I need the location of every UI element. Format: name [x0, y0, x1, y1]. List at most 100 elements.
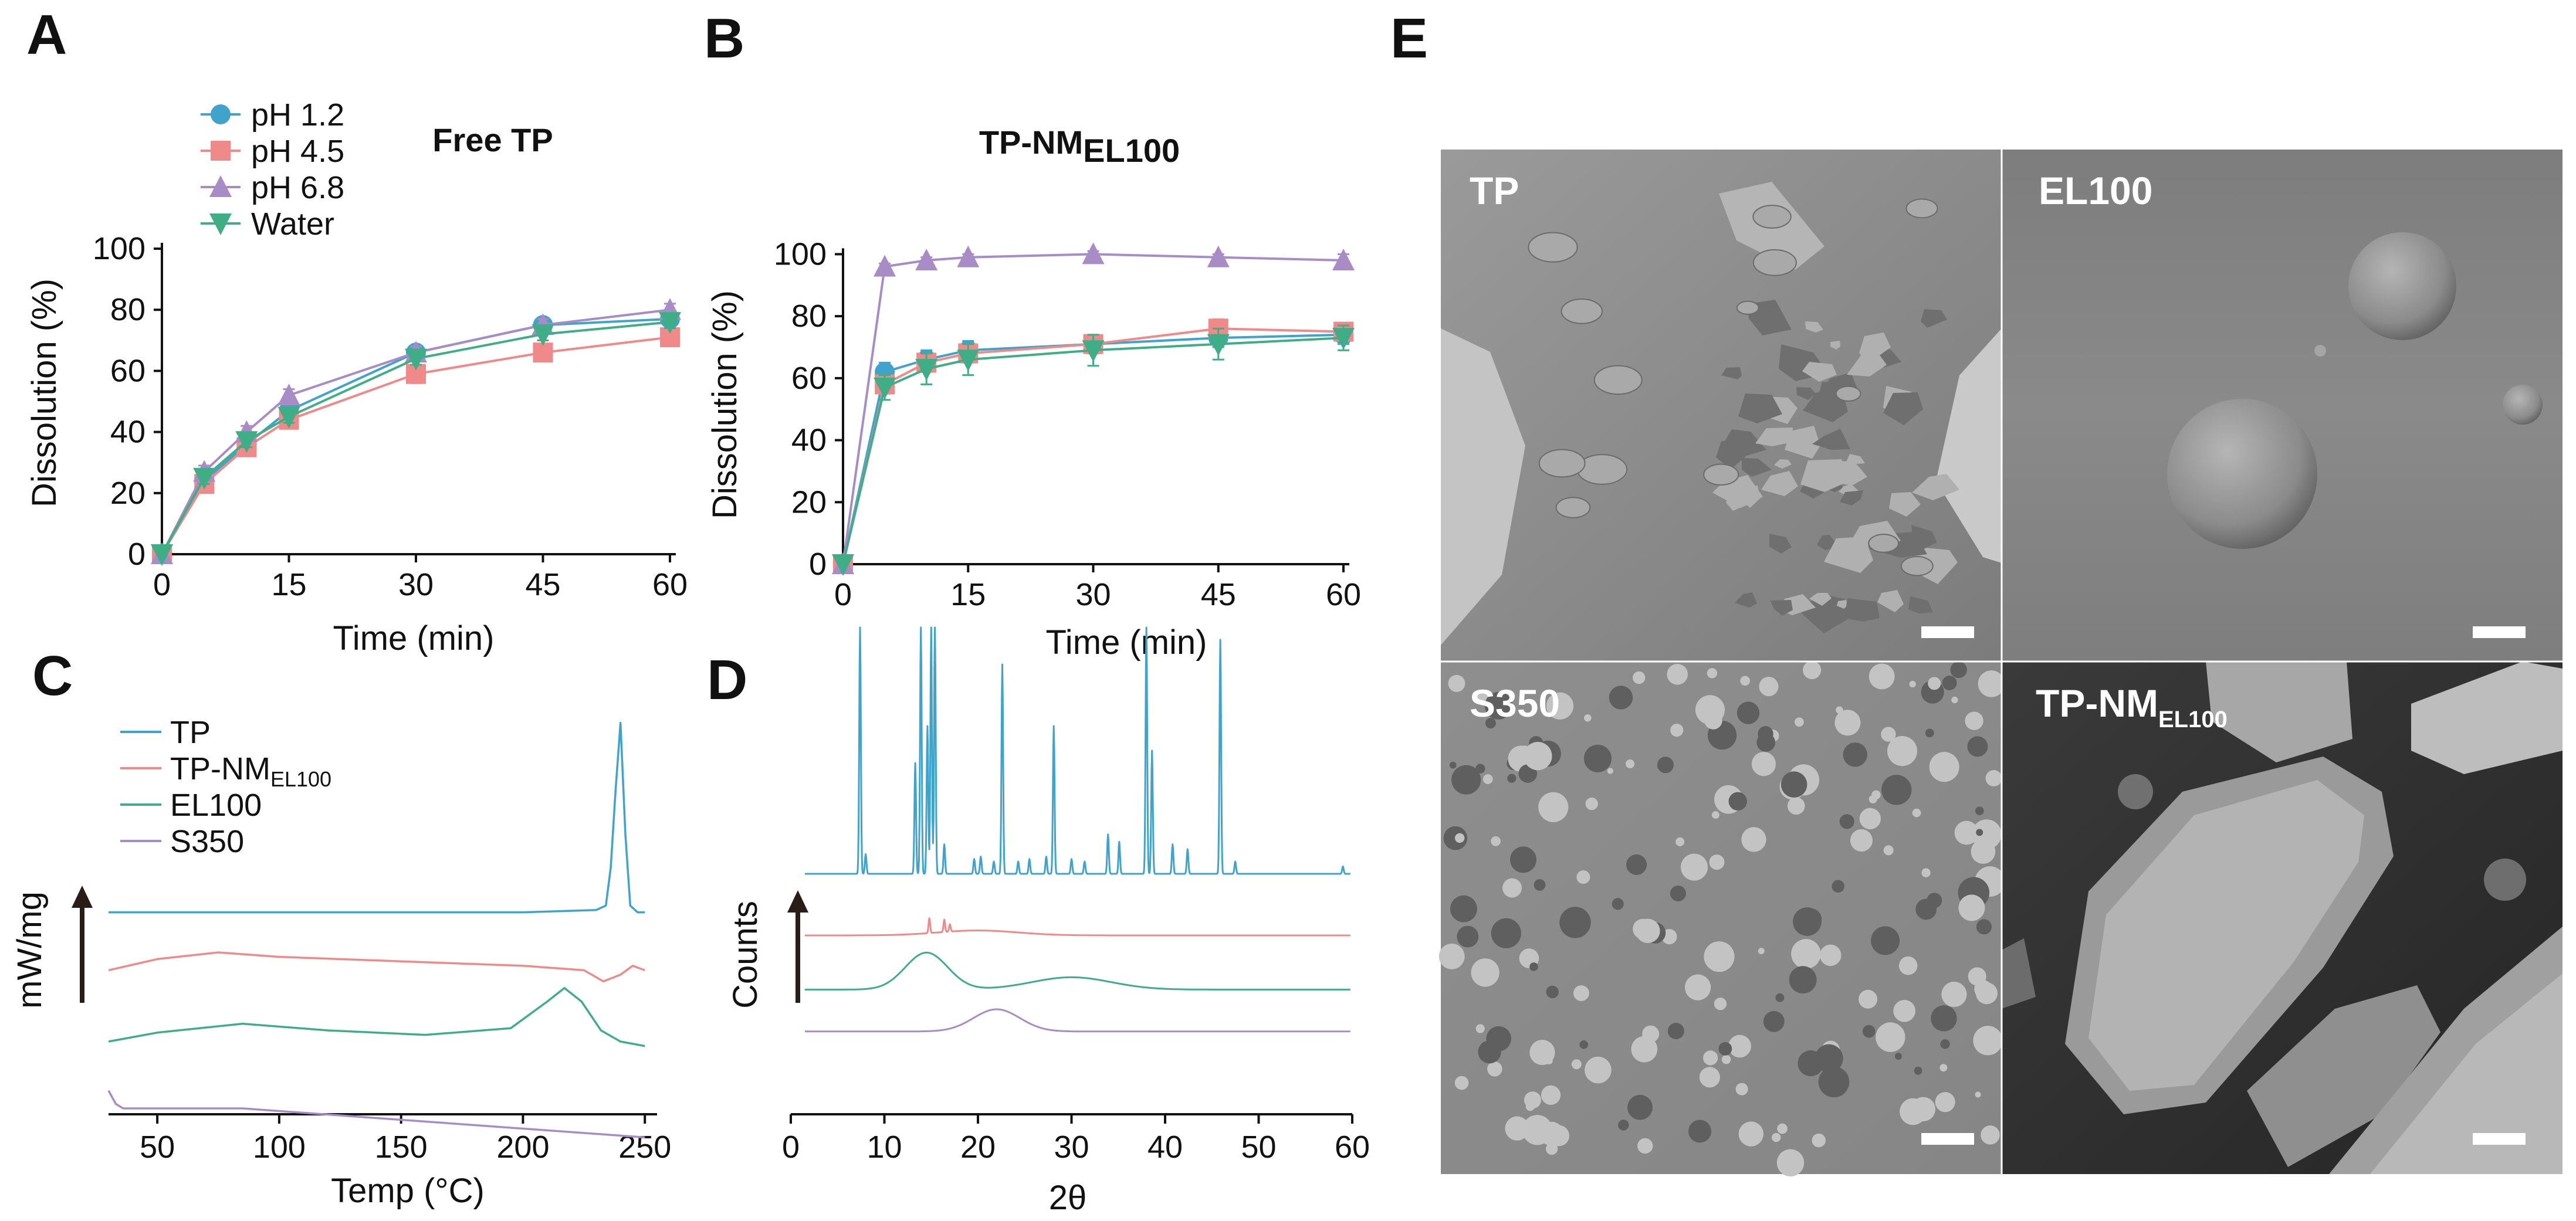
powder-cluster [1850, 829, 1873, 852]
panel-b-data-point [874, 377, 896, 399]
sem-image-s350: S350 [1438, 661, 2006, 1176]
panel-d-arrow-head [787, 890, 808, 913]
powder-cluster [1787, 797, 1805, 815]
panel-c-x-tick-label: 150 [375, 1130, 428, 1165]
powder-cluster [1893, 1000, 1915, 1022]
powder-cluster [1579, 1040, 1588, 1049]
powder-cluster [1795, 717, 1804, 727]
panel-b-data-point [1082, 242, 1105, 264]
powder-cluster [1912, 808, 1921, 818]
powder-cluster [1881, 775, 1912, 805]
powder-cluster [1438, 943, 1465, 969]
powder-cluster [1736, 701, 1760, 724]
panel-d-x-tick-label: 30 [1054, 1130, 1089, 1165]
powder-cluster [1939, 1064, 1948, 1072]
powder-cluster [1475, 1024, 1485, 1033]
powder-cluster [1758, 948, 1765, 955]
powder-cluster [1758, 726, 1773, 742]
panel-c-trace-3 [107, 1090, 645, 1139]
sem-label-tp-nm-el100: TP-NMEL100 [2036, 681, 2228, 732]
crystal-fragment [1736, 300, 1759, 315]
panel-b-x-tick-label: 0 [834, 577, 852, 612]
crystal-fragment [1738, 394, 1782, 423]
panel-a-x-tick-label: 15 [271, 567, 306, 602]
crystal-fragment [1921, 309, 1947, 328]
sem-image-tp: TP [1441, 150, 2002, 662]
panel-b-data-point [1207, 245, 1230, 267]
powder-cluster [1688, 1120, 1712, 1143]
powder-cluster [1534, 879, 1546, 891]
crystal-fragment [1771, 600, 1793, 616]
powder-cluster [1538, 792, 1569, 822]
powder-cluster [1585, 797, 1598, 810]
legend-label: pH 4.5 [251, 134, 344, 169]
crystal-fragment [1752, 205, 1792, 229]
scale-bar [1921, 626, 1974, 638]
powder-cluster [1525, 1102, 1535, 1111]
legend-label: Water [251, 206, 334, 242]
panel-a-y-tick-label: 80 [110, 292, 145, 327]
panel-a-data-point [277, 406, 300, 429]
crystal-fragment [1908, 596, 1933, 613]
powder-cluster [1974, 980, 1992, 998]
powder-cluster [1545, 1057, 1553, 1064]
panel-a-data-point [659, 312, 681, 334]
crystal-fragment [1835, 385, 1861, 402]
panel-a-data-point [193, 467, 216, 490]
powder-cluster [1812, 1133, 1826, 1148]
panel-d-x-tick-label: 40 [1147, 1130, 1183, 1165]
powder-cluster [1502, 878, 1522, 898]
panel-a-y-tick-label: 0 [128, 537, 145, 572]
panel-d-x-tick-label: 10 [866, 1130, 902, 1165]
crystal-fragment [1844, 598, 1880, 622]
panel-d-x-label: 2θ [1049, 1179, 1087, 1217]
legend-label: S350 [170, 824, 244, 859]
crystal-fragment [1716, 440, 1748, 469]
crystal-fragment [1840, 490, 1863, 506]
powder-cluster [1929, 752, 1959, 782]
powder-cluster [1975, 1091, 1981, 1098]
panel-b-data-point [1332, 328, 1355, 350]
panel-b-chart: TP-NMEL100 0 15 30 45 60 0 20 40 60 80 100 Time (m… [706, 124, 1361, 662]
crystal-fragment [1752, 249, 1797, 276]
panel-b-y-tick-label: 100 [774, 236, 827, 272]
powder-cluster [1680, 853, 1708, 881]
crystal-fragment [1561, 298, 1603, 324]
panel-a-data-point [151, 544, 173, 566]
panel-letter-b: B [704, 7, 744, 70]
legend-label-main: S350 [170, 824, 244, 859]
crystal-fragment [1905, 198, 1938, 219]
crystal-fragment [1805, 321, 1823, 333]
powder-cluster [1670, 724, 1684, 737]
powder-cluster [1973, 1026, 2003, 1056]
sem-label-tp: TP [1470, 169, 1519, 212]
panel-b-data-point [874, 255, 896, 277]
panel-b-data-point [915, 359, 938, 381]
panel-letter-c: C [32, 645, 73, 707]
panel-b-x-label: Time (min) [1046, 623, 1207, 662]
crystal-fragment [1555, 497, 1591, 518]
powder-cluster [1546, 692, 1574, 720]
legend-marker [209, 175, 232, 197]
crystal-fragment [1742, 458, 1772, 477]
powder-cluster [1449, 761, 1457, 769]
crystal-fragment [1576, 454, 1628, 485]
powder-cluster [1573, 985, 1589, 1001]
powder-cluster [1454, 1076, 1469, 1090]
legend-marker [211, 104, 231, 124]
powder-cluster [1780, 771, 1807, 798]
powder-cluster [1868, 663, 1895, 690]
crystal-fragment [1735, 592, 1757, 608]
powder-cluster [1455, 833, 1465, 843]
powder-cluster [1612, 898, 1624, 910]
crystal-fragment [1936, 328, 2002, 563]
powder-cluster [1709, 854, 1725, 870]
legend-marker [211, 141, 231, 161]
panel-b-y-tick-label: 80 [791, 299, 827, 334]
powder-cluster [1862, 1025, 1876, 1038]
panel-b-data-point [832, 554, 854, 576]
panel-b-data-point [1207, 334, 1230, 356]
panel-b-title: TP-NMEL100 [979, 124, 1180, 169]
